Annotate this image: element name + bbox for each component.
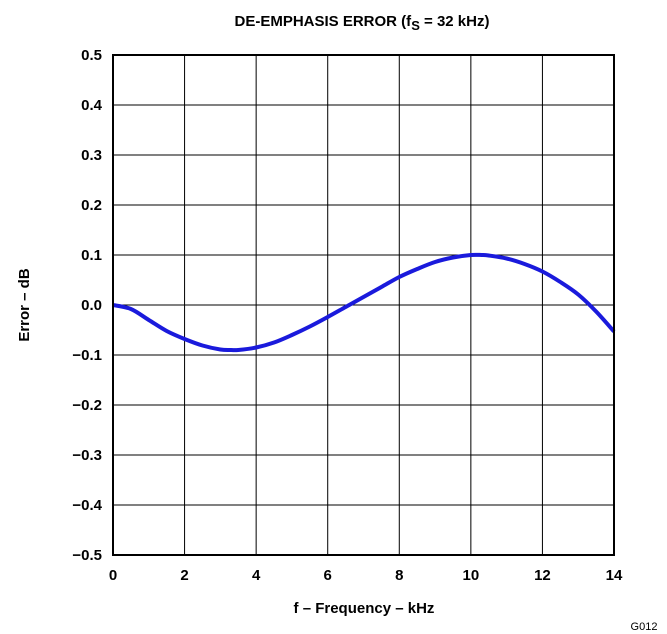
- y-tick-label: 0.2: [81, 197, 102, 214]
- y-tick-label: 0.4: [81, 97, 103, 114]
- x-tick-label: 12: [534, 567, 551, 584]
- y-tick-label: −0.3: [72, 447, 102, 464]
- x-axis-label: f – Frequency – kHz: [294, 600, 435, 617]
- y-tick-label: 0.3: [81, 147, 102, 164]
- plot-frame: [112, 54, 615, 556]
- y-tick-labels: 0.5 0.4 0.3 0.2 0.1 0.0 −0.1 −0.2 −0.3 −0.4 −0.5: [72, 47, 102, 564]
- y-tick-label: 0.5: [81, 47, 102, 64]
- grid: [112, 54, 615, 556]
- series-layer: [112, 252, 616, 353]
- figure-id: G012: [631, 621, 658, 633]
- y-tick-label: −0.5: [72, 547, 102, 564]
- x-tick-label: 8: [395, 567, 403, 584]
- x-tick-label: 10: [463, 567, 480, 584]
- y-tick-label: −0.1: [72, 347, 102, 364]
- x-tick-label: 14: [606, 567, 623, 584]
- y-axis-label: Error – dB: [16, 268, 33, 342]
- x-tick-label: 2: [180, 567, 188, 584]
- y-tick-label: −0.4: [72, 497, 102, 514]
- chart-title-subscript: S: [411, 18, 420, 33]
- series-line: [112, 252, 616, 353]
- x-tick-labels: 0 2 4 6 8 10 12 14: [109, 567, 623, 584]
- y-tick-label: 0.0: [81, 297, 102, 314]
- x-tick-label: 4: [252, 567, 261, 584]
- chart-title-tail: = 32 kHz): [420, 13, 490, 30]
- chart-title-main: DE-EMPHASIS ERROR (f: [235, 13, 413, 30]
- y-tick-label: 0.1: [81, 247, 102, 264]
- x-tick-label: 0: [109, 567, 117, 584]
- y-tick-label: −0.2: [72, 397, 102, 414]
- x-tick-label: 6: [324, 567, 332, 584]
- chart-title: DE-EMPHASIS ERROR (fS = 32 kHz): [235, 13, 490, 33]
